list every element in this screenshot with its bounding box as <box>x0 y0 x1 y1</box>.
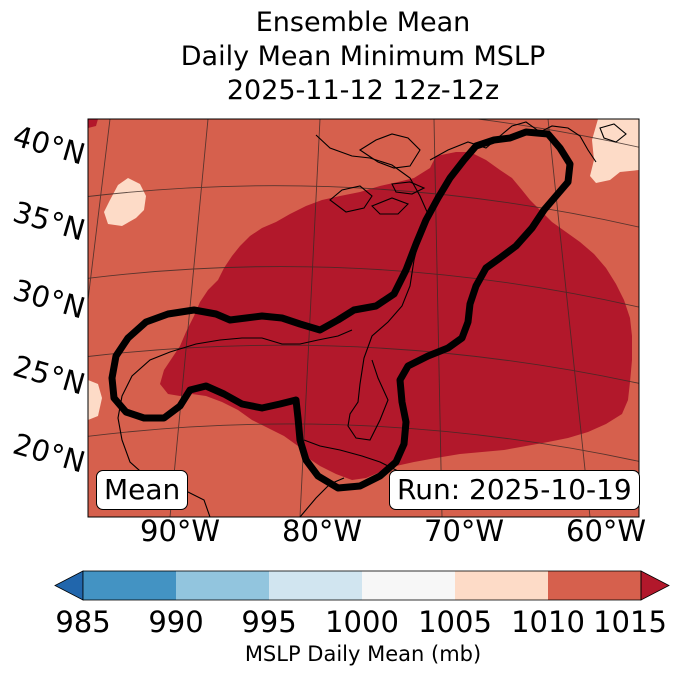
graticule <box>88 119 639 517</box>
lon-label-90w: 90°W <box>140 514 221 548</box>
colorbar-tick-1015: 1015 <box>593 605 667 639</box>
lon-label-70w: 70°W <box>424 514 505 548</box>
mean-label-box: Mean <box>96 470 189 510</box>
title-line-1: Ensemble Mean <box>255 7 471 38</box>
run-date-box: Run: 2025-10-19 <box>389 470 640 510</box>
colorbar-extend-high <box>640 570 670 601</box>
lon-label-80w: 80°W <box>282 514 363 548</box>
colorbar-tick-995: 995 <box>241 605 297 639</box>
colorbar-tick-990: 990 <box>148 605 204 639</box>
colorbar-segment-1005 <box>455 571 548 600</box>
map-panel <box>88 119 639 517</box>
colorbar-frame <box>82 570 642 601</box>
map-frame <box>87 118 640 518</box>
colorbar-segment-995 <box>269 571 362 600</box>
colorbar-extend-low <box>54 570 84 601</box>
field-1005-1010-west-patch <box>104 178 146 226</box>
colorbar-label: MSLP Daily Mean (mb) <box>244 642 482 666</box>
colorbar-tick-985: 985 <box>55 605 111 639</box>
lon-label-60w: 60°W <box>566 514 647 548</box>
colorbar-tick-1005: 1005 <box>418 605 492 639</box>
title-line-2: Daily Mean Minimum MSLP <box>180 41 546 72</box>
colorbar-tick-1010: 1010 <box>511 605 585 639</box>
colorbar-segment-985 <box>83 571 176 600</box>
field-gt1015-corner <box>88 119 98 128</box>
contour-1015 <box>108 128 574 492</box>
field-gt1015-core <box>160 152 632 480</box>
colorbar-segment-1000 <box>362 571 455 600</box>
colorbar-segment-990 <box>176 571 269 600</box>
colorbar-tick-1000: 1000 <box>325 605 399 639</box>
field-1005-1010-southwest <box>88 380 102 420</box>
colorbar <box>54 570 670 601</box>
figure-title: Ensemble Mean Daily Mean Minimum MSLP 20… <box>0 6 688 108</box>
title-line-3: 2025-11-12 12z-12z <box>226 75 500 106</box>
colorbar-segment-1010 <box>548 571 641 600</box>
